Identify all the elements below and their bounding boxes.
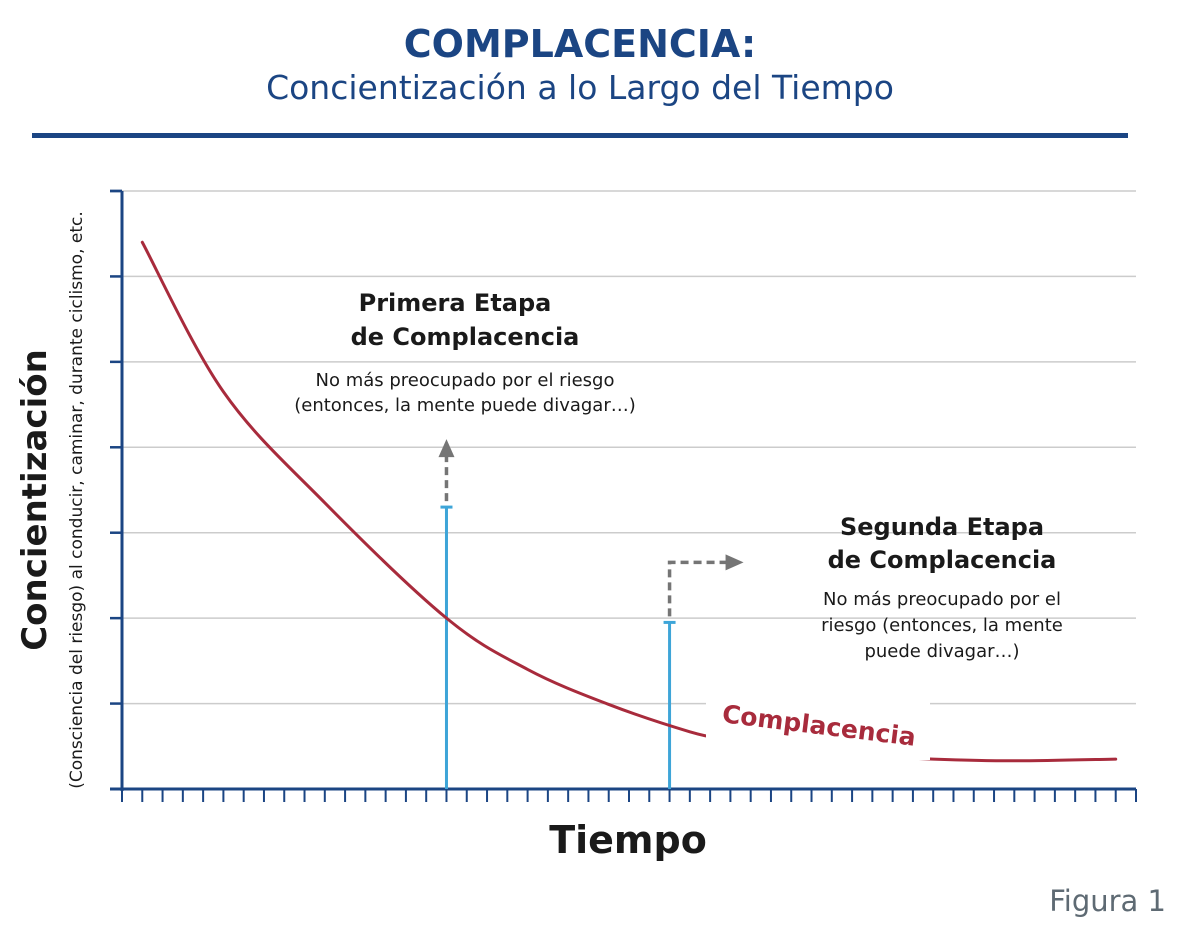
stage2-title-line1: Segunda Etapa — [840, 513, 1044, 541]
stage1-body-line1: No más preocupado por el riesgo — [316, 370, 615, 391]
chart-title: COMPLACENCIA: — [403, 22, 757, 66]
stage2-body-line2: riesgo (entonces, la mente — [821, 615, 1063, 636]
stage1-title-line2: de Complacencia — [351, 323, 580, 351]
stage1-title-line1: Primera Etapa — [359, 289, 552, 317]
figure-label: Figura 1 — [1049, 884, 1166, 918]
chart-subtitle: Concientización a lo Largo del Tiempo — [266, 68, 894, 107]
stage-markers — [438, 439, 744, 789]
stage2-title-line2: de Complacencia — [828, 546, 1057, 574]
y-axis-label: Concientización — [15, 349, 55, 651]
x-axis-label: Tiempo — [549, 818, 707, 862]
curve-label-gap — [706, 690, 930, 760]
stage2-body-line3: puede divagar…) — [864, 641, 1019, 662]
arrow-up-head — [438, 439, 455, 458]
y-axis-sublabel: (Consciencia del riesgo) al conducir, ca… — [67, 211, 87, 789]
series-group — [140, 240, 1118, 763]
gridlines — [122, 190, 1136, 705]
arrow-right-shaft — [667, 560, 728, 617]
stage1-body-line2: (entonces, la mente puede divagar…) — [294, 395, 636, 416]
complacency-curve — [140, 240, 1118, 763]
axes — [110, 189, 1137, 802]
arrow-right-head — [725, 554, 744, 571]
title-divider — [32, 133, 1128, 138]
stage2-body-line1: No más preocupado por el — [823, 589, 1061, 610]
